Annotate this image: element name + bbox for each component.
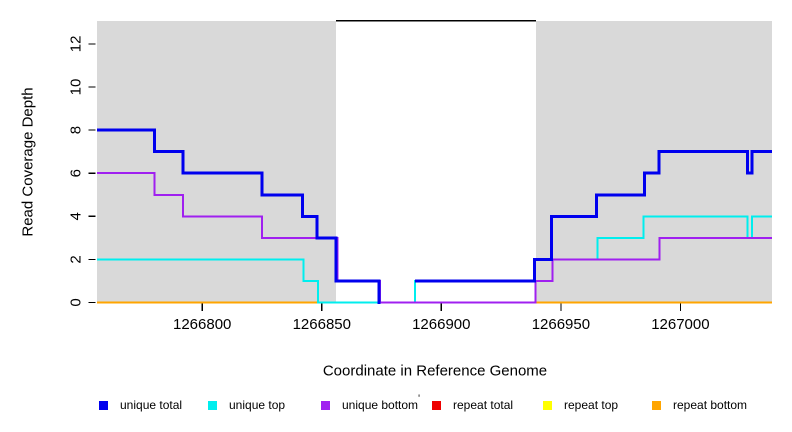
- y-tick-label: 2: [67, 255, 84, 263]
- legend-label-unique-top: unique top: [229, 398, 286, 412]
- legend-label-repeat-bottom: repeat bottom: [673, 398, 748, 412]
- x-tick-label: 1267000: [651, 316, 709, 333]
- legend-label-unique-bottom: unique bottom: [342, 398, 419, 412]
- y-tick-label: 6: [67, 169, 84, 177]
- y-tick-label: 10: [67, 79, 84, 96]
- legend-item-unique-top: unique top: [208, 398, 286, 412]
- series-line-unique-total: [415, 150, 772, 283]
- y-tick-label: 8: [67, 126, 84, 134]
- legend-label-repeat-top: repeat top: [564, 398, 619, 412]
- y-tick-label: 4: [67, 212, 84, 220]
- legend-swatch-repeat-total: [432, 400, 441, 410]
- legend-label-repeat-total: repeat total: [453, 398, 514, 412]
- y-axis-label: Read Coverage Depth: [19, 87, 37, 237]
- shaded-region: [97, 21, 337, 303]
- x-tick-label: 1266800: [173, 316, 231, 333]
- legend-item-repeat-bottom: repeat bottom: [652, 398, 748, 412]
- legend-swatch-unique-total: [99, 400, 108, 410]
- legend-item-repeat-top: repeat top: [543, 398, 619, 412]
- shaded-region: [535, 21, 772, 303]
- series-line-unique-total: [97, 128, 381, 304]
- legend-label-unique-total: unique total: [120, 398, 183, 412]
- x-tick-label: 1266900: [412, 316, 470, 333]
- legend-item-unique-total: unique total: [99, 398, 183, 412]
- y-tick-label: 12: [67, 36, 84, 53]
- legend-swatch-unique-top: [208, 400, 217, 410]
- legend-swatch-unique-bottom: [321, 400, 330, 410]
- x-axis-label: Coordinate in Reference Genome: [322, 362, 548, 380]
- x-tick-label: 1266850: [293, 316, 351, 333]
- legend-item-unique-bottom: unique bottom: [321, 398, 419, 412]
- x-tick-label: 1266950: [532, 316, 590, 333]
- legend-swatch-repeat-top: [543, 400, 552, 410]
- legend-swatch-repeat-bottom: [652, 400, 661, 410]
- stray-mark: ': [418, 393, 421, 405]
- y-tick-label: 0: [67, 298, 84, 306]
- legend-item-repeat-total: repeat total: [432, 398, 514, 412]
